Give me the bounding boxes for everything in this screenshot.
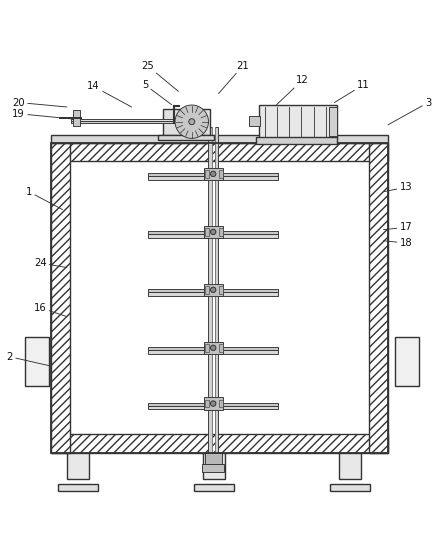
Bar bbox=[71, 121, 174, 123]
Bar bbox=[218, 406, 278, 410]
Circle shape bbox=[211, 287, 216, 293]
Text: 17: 17 bbox=[384, 222, 412, 232]
Bar bbox=[70, 162, 369, 434]
Text: 16: 16 bbox=[34, 302, 67, 317]
Bar bbox=[148, 231, 208, 234]
Bar bbox=[218, 231, 278, 234]
Bar bbox=[218, 347, 278, 350]
Text: 24: 24 bbox=[34, 258, 67, 268]
Bar bbox=[148, 350, 208, 354]
Bar bbox=[218, 403, 278, 406]
Bar bbox=[205, 344, 209, 351]
Bar bbox=[218, 350, 278, 354]
Bar bbox=[51, 434, 388, 453]
Bar bbox=[205, 228, 209, 236]
Bar bbox=[158, 134, 214, 140]
Text: 13: 13 bbox=[384, 182, 412, 192]
Bar bbox=[219, 228, 223, 236]
Bar bbox=[148, 293, 208, 295]
Bar bbox=[204, 283, 223, 296]
Bar bbox=[218, 289, 278, 293]
Text: 12: 12 bbox=[277, 75, 309, 105]
Circle shape bbox=[211, 229, 216, 234]
Bar bbox=[148, 289, 208, 293]
Bar bbox=[208, 127, 212, 453]
Bar bbox=[51, 134, 388, 143]
Bar bbox=[205, 286, 209, 294]
Bar bbox=[204, 342, 223, 354]
Bar bbox=[215, 127, 218, 453]
Text: 21: 21 bbox=[219, 60, 249, 94]
Bar bbox=[202, 464, 224, 472]
Text: 14: 14 bbox=[87, 82, 132, 107]
Bar bbox=[67, 446, 89, 479]
Bar bbox=[204, 168, 223, 180]
Bar bbox=[205, 400, 209, 407]
Circle shape bbox=[211, 171, 216, 177]
Bar bbox=[25, 337, 49, 386]
Text: 2: 2 bbox=[7, 352, 49, 366]
Bar bbox=[194, 484, 234, 491]
Bar bbox=[148, 403, 208, 406]
Bar bbox=[148, 234, 208, 238]
Bar bbox=[51, 143, 388, 162]
Bar bbox=[329, 107, 337, 135]
Bar bbox=[369, 143, 388, 453]
Bar bbox=[148, 174, 208, 176]
Text: 18: 18 bbox=[384, 238, 412, 248]
Bar bbox=[249, 116, 260, 127]
Bar bbox=[219, 286, 223, 294]
Text: 20: 20 bbox=[12, 97, 67, 108]
Bar bbox=[148, 176, 208, 180]
Bar bbox=[51, 143, 70, 453]
Bar bbox=[58, 484, 98, 491]
Bar bbox=[218, 174, 278, 176]
Text: 3: 3 bbox=[388, 97, 431, 125]
Bar bbox=[51, 143, 388, 453]
Text: 1: 1 bbox=[26, 187, 62, 209]
Text: 25: 25 bbox=[141, 60, 178, 91]
Bar bbox=[219, 170, 223, 178]
Bar bbox=[259, 105, 337, 138]
Circle shape bbox=[211, 401, 216, 406]
Bar bbox=[148, 406, 208, 410]
Bar bbox=[219, 400, 223, 407]
Bar bbox=[218, 234, 278, 238]
Bar bbox=[256, 137, 337, 144]
Bar bbox=[163, 109, 210, 134]
Text: 19: 19 bbox=[12, 109, 73, 119]
Bar bbox=[205, 170, 209, 178]
Circle shape bbox=[175, 105, 208, 138]
Bar bbox=[205, 453, 222, 464]
Bar bbox=[148, 347, 208, 350]
Bar bbox=[218, 176, 278, 180]
Bar bbox=[71, 119, 174, 121]
Bar bbox=[203, 446, 225, 479]
Circle shape bbox=[211, 345, 216, 350]
Circle shape bbox=[189, 119, 195, 125]
Bar bbox=[339, 446, 361, 479]
Text: 5: 5 bbox=[142, 79, 172, 105]
Text: 11: 11 bbox=[334, 79, 370, 102]
Bar bbox=[219, 344, 223, 351]
Bar bbox=[73, 110, 80, 126]
Bar bbox=[330, 484, 370, 491]
Bar bbox=[218, 293, 278, 295]
Bar bbox=[395, 337, 419, 386]
Bar bbox=[204, 226, 223, 238]
Bar bbox=[204, 397, 223, 410]
